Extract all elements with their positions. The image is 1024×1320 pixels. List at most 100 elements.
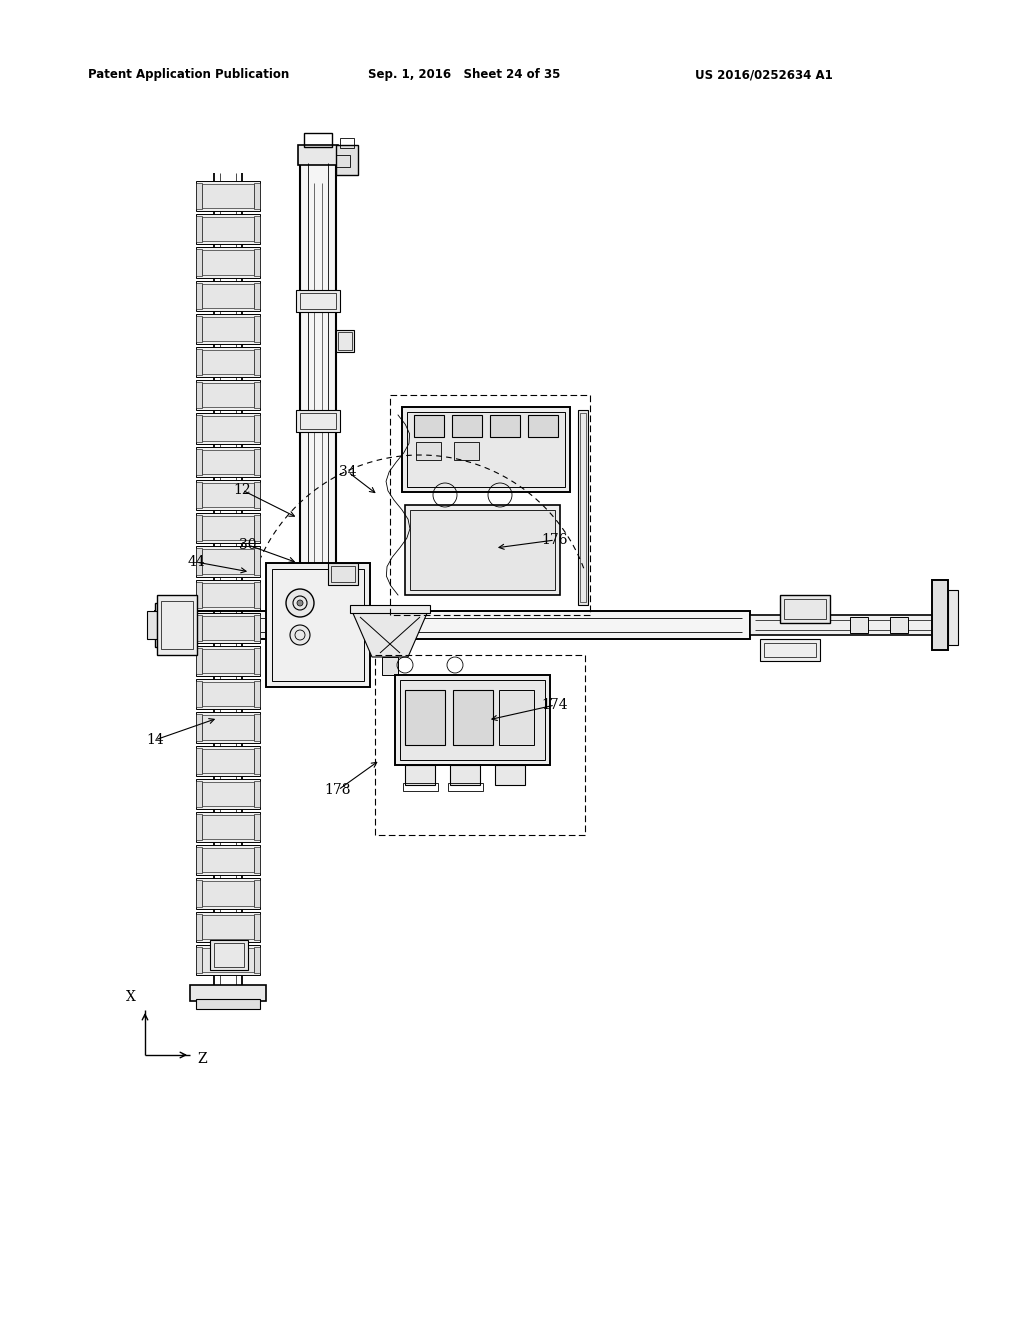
Bar (300, 293, 336, 309)
Bar (202, 615, 254, 640)
Bar (190, 985, 266, 1001)
Bar (196, 482, 202, 508)
Bar (338, 333, 352, 350)
Bar (254, 814, 260, 840)
Bar (196, 347, 260, 378)
Bar (336, 154, 350, 168)
Bar (272, 569, 364, 681)
Bar (196, 513, 260, 544)
Bar (410, 510, 555, 590)
Bar (304, 133, 332, 147)
Bar (202, 814, 254, 840)
Bar (449, 783, 483, 791)
Bar (202, 416, 254, 441)
Text: X: X (126, 990, 136, 1005)
Bar (406, 506, 560, 595)
Bar (406, 766, 435, 785)
Bar (202, 350, 254, 375)
Bar (196, 814, 202, 840)
Bar (157, 595, 197, 655)
Bar (147, 611, 157, 639)
Bar (850, 616, 868, 634)
Bar (196, 946, 202, 973)
Bar (254, 449, 260, 475)
Bar (196, 747, 202, 774)
Bar (202, 582, 254, 607)
Bar (202, 284, 254, 308)
Bar (578, 411, 588, 605)
Bar (580, 413, 586, 602)
Bar (760, 639, 820, 661)
Bar (196, 678, 260, 709)
Bar (254, 847, 260, 874)
Circle shape (290, 624, 310, 645)
Bar (196, 713, 260, 743)
Bar (416, 442, 441, 459)
Bar (402, 407, 570, 492)
Bar (202, 483, 254, 507)
Bar (155, 611, 750, 639)
Bar (202, 317, 254, 341)
Bar (202, 218, 254, 242)
Bar (196, 449, 202, 475)
Bar (390, 395, 590, 615)
Bar (254, 548, 260, 574)
Bar (196, 878, 260, 908)
Bar (254, 183, 260, 209)
Text: FIG. 28: FIG. 28 (790, 615, 876, 635)
Bar (196, 746, 260, 776)
Bar (196, 282, 202, 309)
Text: Sep. 1, 2016   Sheet 24 of 35: Sep. 1, 2016 Sheet 24 of 35 (368, 69, 560, 81)
Bar (296, 290, 340, 312)
Bar (202, 682, 254, 706)
Bar (254, 482, 260, 508)
Bar (382, 657, 398, 675)
Bar (196, 582, 202, 607)
Bar (196, 380, 260, 411)
Bar (254, 348, 260, 375)
Bar (202, 251, 254, 275)
Polygon shape (352, 611, 428, 657)
Bar (196, 780, 202, 807)
Bar (254, 747, 260, 774)
Bar (196, 548, 202, 574)
Text: 34: 34 (339, 465, 356, 479)
Bar (202, 882, 254, 906)
Bar (336, 145, 358, 176)
Text: Patent Application Publication: Patent Application Publication (88, 69, 289, 81)
Bar (196, 847, 202, 874)
Bar (254, 416, 260, 442)
Bar (196, 247, 260, 277)
Text: 30: 30 (240, 539, 257, 552)
Bar (196, 249, 202, 276)
Bar (161, 601, 193, 649)
Bar (266, 564, 370, 686)
Bar (202, 748, 254, 772)
Bar (254, 249, 260, 276)
Bar (254, 315, 260, 342)
Bar (196, 216, 202, 243)
Bar (499, 690, 534, 744)
Bar (196, 413, 260, 444)
Bar (196, 812, 260, 842)
Bar (254, 615, 260, 642)
Bar (196, 645, 260, 676)
Circle shape (286, 589, 314, 616)
Bar (196, 913, 202, 940)
Bar (254, 282, 260, 309)
Bar (196, 348, 202, 375)
Bar (196, 845, 260, 875)
Bar (403, 783, 438, 791)
Text: 12: 12 (233, 483, 251, 498)
Bar (495, 766, 525, 785)
Bar (296, 411, 340, 432)
Bar (340, 139, 354, 148)
Text: 174: 174 (542, 698, 568, 711)
Bar (328, 564, 358, 585)
Bar (298, 145, 338, 165)
Bar (196, 314, 260, 345)
Bar (254, 515, 260, 541)
Bar (196, 181, 260, 211)
Bar (375, 655, 585, 836)
Bar (395, 675, 550, 766)
